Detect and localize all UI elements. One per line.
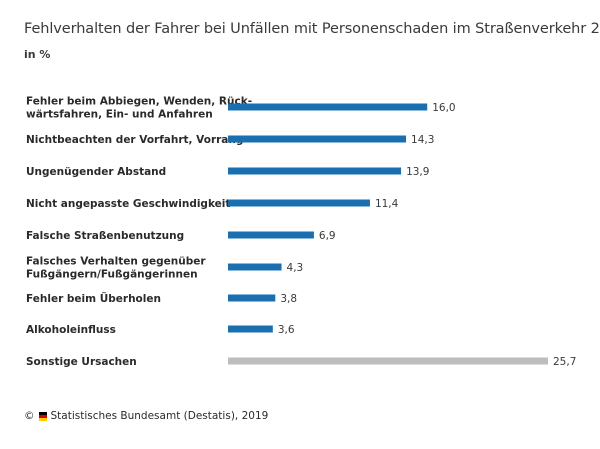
bar — [228, 103, 428, 111]
flag-stripe-black — [38, 411, 47, 415]
source-text: Statistisches Bundesamt (Destatis), 2019 — [50, 410, 269, 422]
category-label: Fehler beim Abbiegen, Wenden, Rück-wärts… — [26, 96, 252, 121]
value-label: 3,6 — [278, 324, 295, 336]
value-label: 4,3 — [287, 262, 304, 274]
value-label: 11,4 — [375, 198, 399, 210]
category-label: Nichtbeachten der Vorfahrt, Vorrang — [26, 134, 243, 146]
category-label: Falsche Straßenbenutzung — [26, 230, 184, 242]
source-footer: © Statistisches Bundesamt (Destatis), 20… — [24, 410, 268, 422]
bar — [228, 231, 314, 239]
value-label: 3,8 — [280, 293, 297, 305]
bar — [228, 294, 276, 302]
category-label: Sonstige Ursachen — [26, 356, 137, 368]
value-label: 6,9 — [319, 230, 336, 242]
bar — [228, 167, 402, 175]
bar — [228, 357, 548, 365]
value-label: 25,7 — [553, 356, 576, 368]
value-label: 14,3 — [411, 134, 434, 146]
value-label: 16,0 — [432, 102, 455, 114]
category-label: Nicht angepasste Geschwindigkeit — [26, 198, 230, 210]
flag-stripe-red — [38, 414, 47, 418]
category-label: Ungenügender Abstand — [26, 166, 166, 178]
category-label: Alkoholeinfluss — [26, 324, 116, 336]
bar — [228, 135, 407, 143]
bar — [228, 263, 282, 271]
chart-title: Fehlverhalten der Fahrer bei Unfällen mi… — [24, 21, 600, 37]
copyright-symbol: © — [24, 410, 35, 422]
category-label: Fehler beim Überholen — [26, 291, 161, 305]
bar — [228, 199, 370, 207]
chart-subtitle: in % — [24, 48, 51, 61]
german-flag-icon — [38, 411, 47, 421]
category-label: Falsches Verhalten gegenüber Fußgängern/F… — [26, 256, 206, 281]
value-label: 13,9 — [406, 166, 429, 178]
flag-stripe-gold — [38, 417, 47, 421]
bar — [228, 325, 273, 333]
